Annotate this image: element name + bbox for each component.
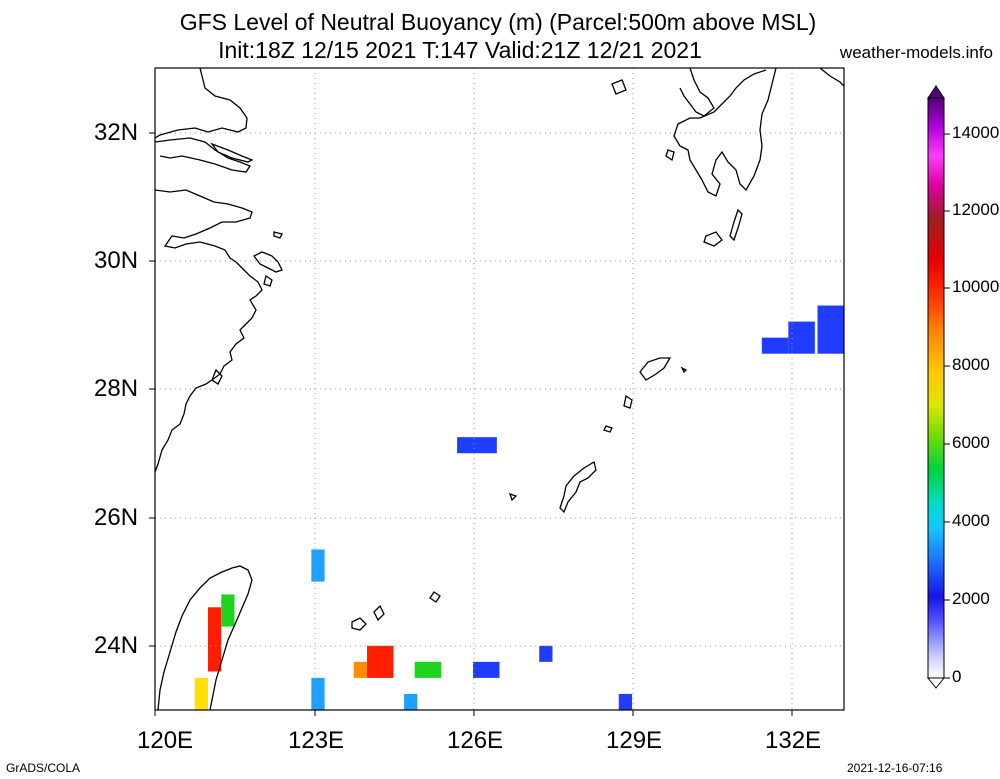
field-layer xyxy=(194,305,844,710)
field-cell-kyushu-south-2 xyxy=(788,321,815,354)
field-cell-taiwan-1 xyxy=(208,607,222,672)
site-credit: weather-models.info xyxy=(839,43,993,62)
lat-tick-label: 26N xyxy=(94,504,139,531)
footer-credit: GrADS/COLA xyxy=(6,761,81,775)
field-cell-taiwan-east-1 xyxy=(311,549,325,582)
colorbar-label: 6000 xyxy=(952,433,990,452)
lon-tick-label: 126E xyxy=(447,727,504,754)
footer-timestamp: 2021-12-16-07:16 xyxy=(847,761,943,775)
graticule xyxy=(155,68,844,710)
lon-tick-label: 123E xyxy=(288,727,345,754)
field-cell-kyushu-south-3 xyxy=(817,305,844,354)
field-cell-south-3 xyxy=(367,645,394,678)
map-title-line2: Init:18Z 12/15 2021 T:147 Valid:21Z 12/2… xyxy=(218,37,702,63)
colorbar-label: 12000 xyxy=(952,200,1000,219)
field-cell-south-6 xyxy=(473,661,500,678)
field-cell-south-2 xyxy=(353,661,367,678)
field-cell-south-7 xyxy=(539,645,553,662)
colorbar-label: 10000 xyxy=(952,277,1000,296)
field-cell-kyushu-south-1 xyxy=(761,337,789,354)
field-cell-south-8 xyxy=(618,693,632,710)
lat-tick-label: 28N xyxy=(94,375,139,402)
colorbar-label: 14000 xyxy=(952,123,1000,142)
lon-tick-label: 120E xyxy=(137,727,194,754)
colorbar-label: 8000 xyxy=(952,355,990,374)
field-cell-south-1 xyxy=(311,677,325,710)
field-cell-east-china-sea xyxy=(457,437,497,454)
field-cell-south-4 xyxy=(414,661,442,678)
lon-tick-label: 129E xyxy=(606,727,663,754)
coastlines xyxy=(155,68,844,710)
field-cell-taiwan-3 xyxy=(194,677,208,710)
colorbar xyxy=(926,85,950,689)
lat-tick-label: 24N xyxy=(94,632,139,659)
colorbar-label: 4000 xyxy=(952,511,990,530)
tick-marks xyxy=(149,132,793,716)
field-cell-taiwan-2 xyxy=(221,594,235,627)
lon-tick-label: 132E xyxy=(765,727,822,754)
field-cell-south-5 xyxy=(404,693,418,710)
colorbar-label: 0 xyxy=(952,667,962,686)
lat-tick-label: 30N xyxy=(94,247,139,274)
colorbar-label: 2000 xyxy=(952,589,990,608)
map-title-line1: GFS Level of Neutral Buoyancy (m) (Parce… xyxy=(179,9,817,35)
lat-tick-label: 32N xyxy=(94,119,139,146)
